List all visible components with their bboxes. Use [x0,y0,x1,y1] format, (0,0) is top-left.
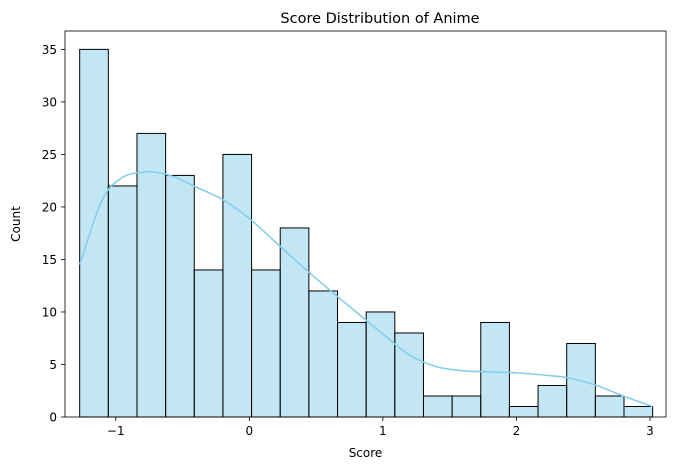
histogram-bar [222,153,253,418]
histogram-bar [422,395,453,418]
histogram-bar [480,321,510,418]
kde-curve [78,170,653,408]
y-tick-label: 0 [49,411,57,425]
y-tick-label: 25 [42,148,57,162]
histogram-bar [107,185,138,418]
plot-frame [64,30,667,418]
histogram-bar [136,132,167,418]
y-tick-label: 10 [42,305,57,319]
x-tick-label: 3 [646,424,654,438]
histogram-bar [165,174,195,418]
y-tick-label: 5 [49,358,57,372]
histogram-bar [308,290,339,418]
x-tick-label: 2 [513,424,521,438]
histogram-bar [193,269,224,418]
x-tick-label: 0 [245,424,253,438]
histogram-bar [79,48,109,418]
histogram-bar [594,395,625,418]
histogram-bar [537,384,568,418]
histogram-bar [337,321,367,418]
histogram-bar [508,405,539,418]
chart-title: Score Distribution of Anime [280,11,479,27]
y-axis-ticks: 0 5 10 15 20 25 30 35 [42,43,65,425]
y-tick-label: 35 [42,43,57,57]
x-tick-label: −1 [107,424,125,438]
y-tick-label: 30 [42,95,57,109]
x-tick-label: 1 [379,424,387,438]
y-tick-label: 15 [42,253,57,267]
histogram-bar [394,332,424,418]
x-axis-ticks: −1 0 1 2 3 [107,417,654,438]
histogram-bar [251,269,281,418]
x-axis-label: Score [349,446,383,460]
histogram-bars [79,48,654,418]
y-axis-label: Count [9,206,23,242]
histogram-bar [365,311,396,418]
histogram-bar [623,405,654,418]
histogram-bar [451,395,482,418]
histogram-bar [279,227,310,418]
y-tick-label: 20 [42,200,57,214]
